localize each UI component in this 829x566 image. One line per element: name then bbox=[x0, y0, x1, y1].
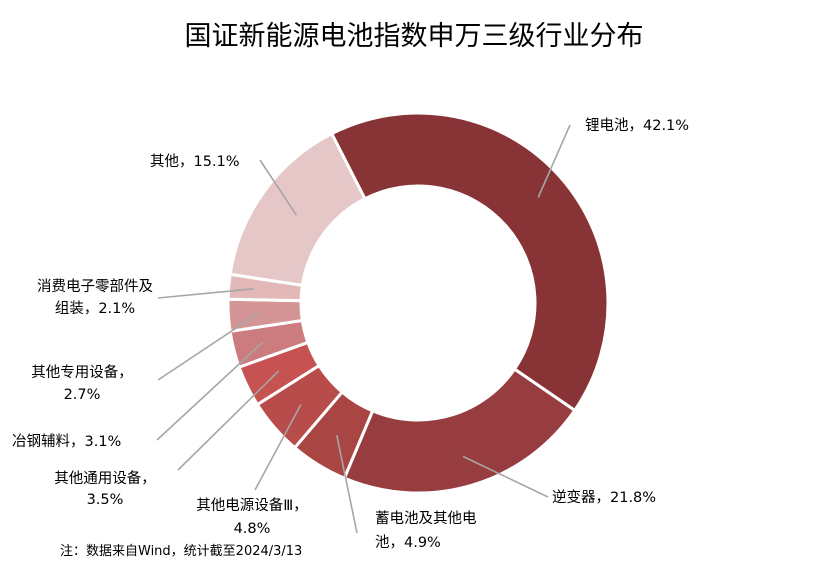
slice-label-5: 冶钢辅料，3.1% bbox=[12, 433, 121, 450]
slice-label-2: 蓄电池及其他电池，4.9% bbox=[375, 510, 477, 551]
leader-line-7 bbox=[157, 288, 254, 299]
leader-line-6 bbox=[157, 312, 259, 381]
slices-group bbox=[226, 111, 610, 495]
slice-label-1: 逆变器，21.8% bbox=[552, 489, 656, 506]
slice-label-8: 其他，15.1% bbox=[150, 153, 240, 170]
leader-line-4 bbox=[177, 370, 280, 471]
slice-8 bbox=[228, 131, 367, 288]
slice-label-6: 其他专用设备， 2.7% bbox=[31, 364, 133, 403]
source-note: 注：数据来自Wind，统计截至2024/3/13 bbox=[60, 544, 302, 559]
slice-label-4: 其他通用设备， 3.5% bbox=[54, 470, 156, 508]
labels-group: 锂电池，42.1% 逆变器，21.8% 蓄电池及其他电池，4.9% 其他电源设备Ⅲ， 4… bbox=[12, 117, 689, 551]
leader-line-5 bbox=[156, 341, 264, 441]
leader-line-0 bbox=[537, 124, 571, 198]
leader-line-1 bbox=[462, 455, 549, 498]
slice-1 bbox=[342, 367, 577, 495]
leader-line-3 bbox=[254, 404, 302, 491]
slice-label-3: 其他电源设备Ⅲ， 4.8% bbox=[196, 497, 308, 537]
leader-lines-group bbox=[156, 124, 571, 534]
slice-0 bbox=[329, 111, 610, 413]
leader-line-2 bbox=[335, 434, 358, 534]
chart-title: 国证新能源电池指数申万三级行业分布 bbox=[185, 21, 644, 52]
slice-label-0: 锂电池，42.1% bbox=[585, 117, 689, 134]
slice-label-7: 消费电子零部件及组装，2.1% bbox=[37, 278, 153, 317]
leader-line-8 bbox=[259, 159, 298, 216]
